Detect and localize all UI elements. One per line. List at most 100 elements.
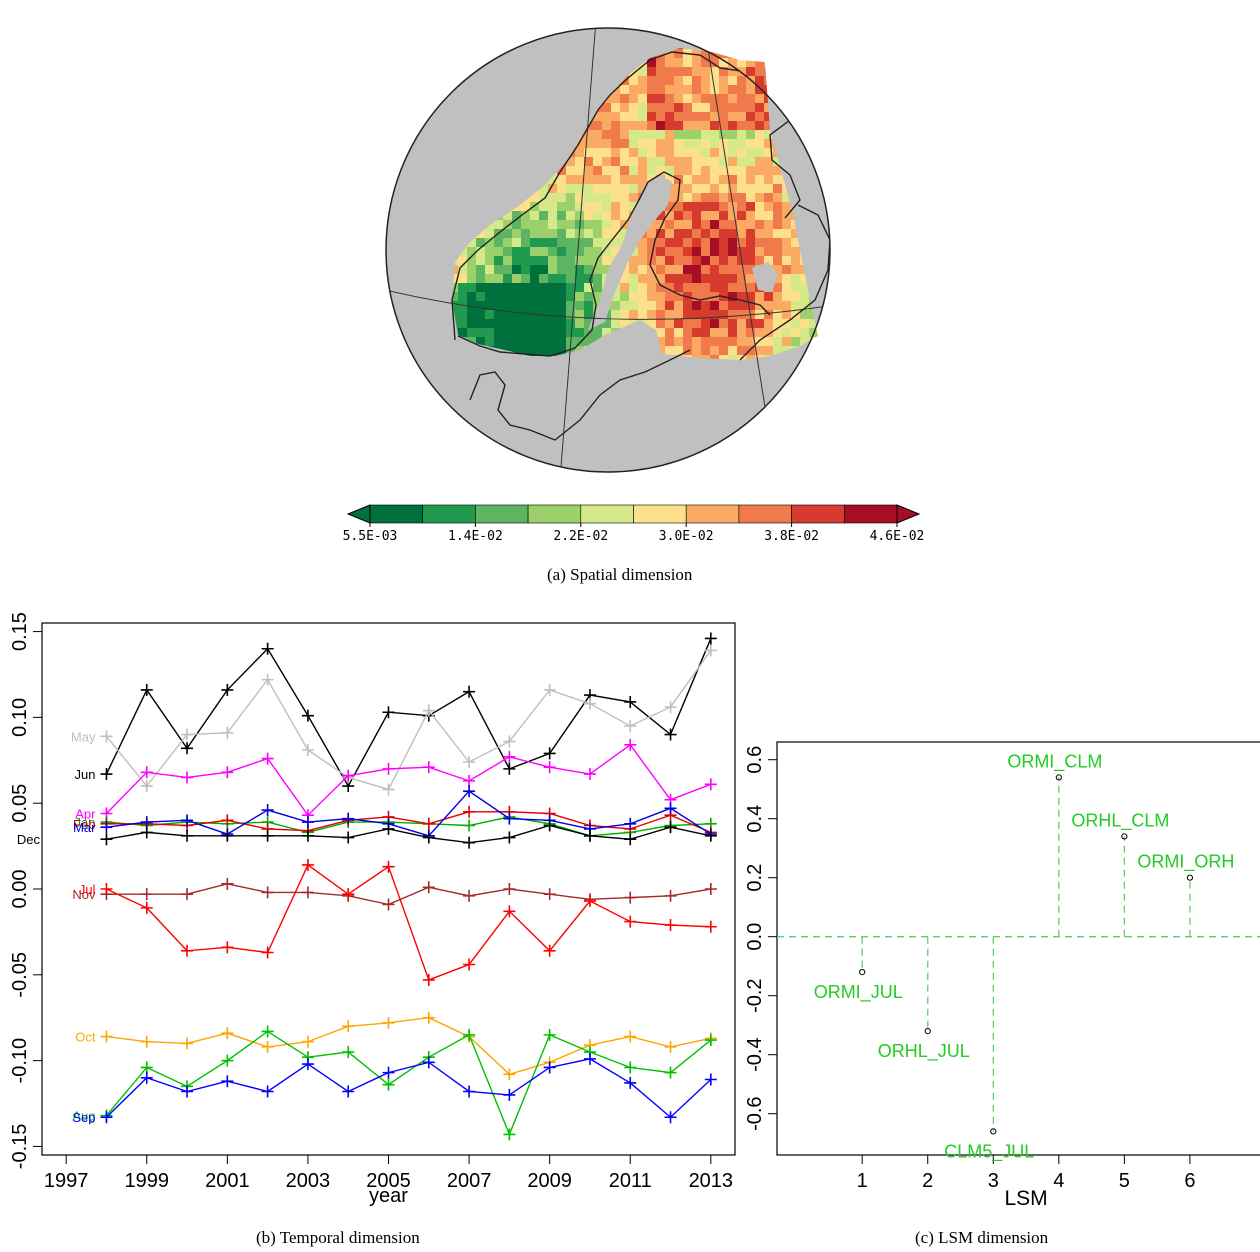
heatmap-cell [539, 310, 548, 319]
heatmap-cell [575, 337, 584, 346]
heatmap-cell [692, 67, 701, 76]
heatmap-cell [521, 265, 530, 274]
heatmap-cell [674, 346, 683, 355]
heatmap-cell [467, 48, 476, 49]
heatmap-cell [728, 157, 737, 166]
heatmap-cell [467, 292, 476, 301]
heatmap-cell [674, 256, 683, 265]
heatmap-cell [575, 301, 584, 310]
data-point [583, 768, 596, 781]
heatmap-cell [701, 130, 710, 139]
heatmap-cell [674, 337, 683, 346]
heatmap-cell [728, 292, 737, 301]
heatmap-cell [818, 49, 827, 58]
heatmap-cell [665, 256, 674, 265]
heatmap-cell [611, 193, 620, 202]
heatmap-cell [656, 121, 665, 130]
heatmap-cell [512, 310, 521, 319]
heatmap-cell [602, 112, 611, 121]
heatmap-cell [692, 139, 701, 148]
heatmap-cell [827, 130, 836, 139]
heatmap-cell [476, 337, 485, 346]
heatmap-cell [818, 130, 827, 139]
heatmap-cell [827, 193, 836, 202]
heatmap-cell [584, 130, 593, 139]
heatmap-cell [548, 247, 557, 256]
data-point [1121, 833, 1128, 840]
heatmap-cell [683, 166, 692, 175]
heatmap-cell [557, 184, 566, 193]
heatmap-cell [620, 193, 629, 202]
heatmap-cell [539, 184, 548, 193]
heatmap-cell [755, 112, 764, 121]
point-label-ormi-clm: ORMI_CLM [1007, 751, 1102, 772]
heatmap-cell [827, 58, 836, 67]
heatmap-cell [566, 202, 575, 211]
heatmap-cell [476, 283, 485, 292]
data-point [100, 883, 113, 895]
heatmap-cell [737, 166, 746, 175]
heatmap-cell [530, 337, 539, 346]
heatmap-cell [746, 157, 755, 166]
heatmap-cell [719, 112, 728, 121]
colorbar-swatch [580, 504, 634, 524]
heatmap-cell [791, 48, 800, 49]
heatmap-cell [737, 229, 746, 238]
point-label-orhl-clm: ORHL_CLM [1071, 810, 1169, 831]
heatmap-cell [512, 274, 521, 283]
data-point [503, 1068, 516, 1081]
data-point [543, 1028, 556, 1041]
heatmap-cell [611, 139, 620, 148]
heatmap-cell [503, 211, 512, 220]
heatmap-cell [584, 283, 593, 292]
heatmap-cell [512, 319, 521, 328]
heatmap-cell [656, 220, 665, 229]
heatmap-cell [674, 112, 683, 121]
coastline-sweden-finland [457, 171, 771, 357]
heatmap-cell [575, 175, 584, 184]
heatmap-cell [665, 175, 674, 184]
heatmap-cell [746, 121, 755, 130]
data-point [301, 886, 314, 899]
heatmap-cell [629, 112, 638, 121]
heatmap-cell [593, 292, 602, 301]
heatmap-cell [575, 247, 584, 256]
heatmap-cell [539, 220, 548, 229]
heatmap-cell [710, 346, 719, 355]
heatmap-cell [746, 49, 755, 58]
heatmap-cell [710, 193, 719, 202]
data-point [261, 804, 274, 817]
heatmap-cell [764, 49, 773, 58]
heatmap-cell [800, 301, 809, 310]
heatmap-cell [629, 139, 638, 148]
heatmap-cell [503, 337, 512, 346]
heatmap-cell [620, 121, 629, 130]
heatmap-cell [611, 202, 620, 211]
heatmap-cell [719, 148, 728, 157]
heatmap-cell [665, 310, 674, 319]
heatmap-cell [755, 67, 764, 76]
heatmap-cell [548, 283, 557, 292]
data-point [221, 1054, 234, 1067]
data-point [990, 1128, 997, 1135]
data-point [261, 1025, 274, 1038]
heatmap-cell [800, 58, 809, 67]
data-point [422, 1011, 435, 1024]
heatmap-cell [476, 48, 485, 49]
heatmap-cell [629, 292, 638, 301]
heatmap-cell [701, 58, 710, 67]
heatmap-cell [620, 310, 629, 319]
heatmap-cell [827, 85, 836, 94]
heatmap-cell [809, 130, 818, 139]
heatmap-cell [539, 292, 548, 301]
heatmap-cell [701, 193, 710, 202]
heatmap-cell [593, 211, 602, 220]
heatmap-cell [566, 220, 575, 229]
heatmap-cell [620, 130, 629, 139]
heatmap-cell [548, 229, 557, 238]
heatmap-cell [665, 103, 674, 112]
heatmap-cell [809, 346, 818, 355]
heatmap-cell [611, 229, 620, 238]
heatmap-cell [458, 48, 467, 49]
data-point [181, 728, 194, 741]
